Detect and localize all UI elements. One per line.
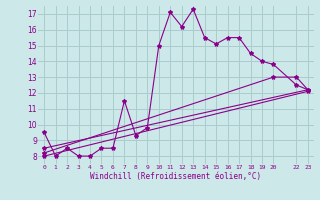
X-axis label: Windchill (Refroidissement éolien,°C): Windchill (Refroidissement éolien,°C) — [91, 172, 261, 181]
